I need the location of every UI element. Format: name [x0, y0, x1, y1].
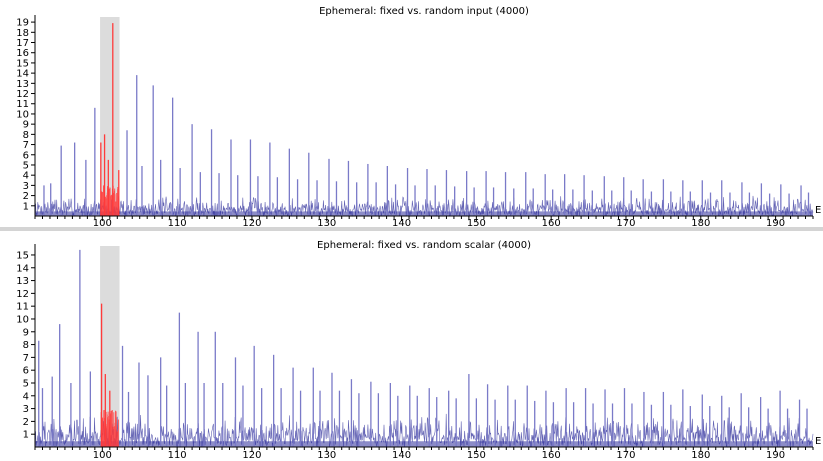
y-tick-label: 2	[23, 417, 29, 428]
x-tick-label: 170	[616, 218, 635, 227]
y-tick-label: 3	[23, 404, 29, 415]
y-tick-label: 1	[23, 430, 29, 441]
baseline-fill	[35, 211, 813, 216]
y-tick-label: 13	[16, 79, 29, 90]
x-tick-label: 140	[392, 450, 411, 461]
y-tick-label: 4	[23, 171, 29, 182]
y-tick-label: 18	[16, 28, 29, 39]
y-tick-label: 9	[23, 327, 29, 338]
x-tick-label: 110	[168, 450, 187, 461]
y-tick-label: 8	[23, 130, 29, 141]
y-tick-label: 4	[23, 391, 29, 402]
x-tick-label: 150	[467, 450, 486, 461]
panel-separator	[0, 227, 823, 231]
y-tick-label: 6	[23, 366, 29, 377]
y-tick-label: 12	[16, 289, 29, 300]
x-tick-label: 120	[242, 218, 261, 227]
x-tick-label: 180	[691, 218, 710, 227]
y-tick-label: 10	[16, 109, 29, 120]
x-tick-label: 160	[542, 218, 561, 227]
plot-area	[34, 17, 814, 217]
y-tick-label: 14	[16, 263, 29, 274]
baseline-fill	[35, 441, 813, 447]
x-tick-label: 190	[766, 450, 785, 461]
x-tick-label: 150	[467, 218, 486, 227]
y-tick-label: 11	[16, 99, 29, 110]
y-tick-label: 10	[16, 314, 29, 325]
y-tick-label: 5	[23, 160, 29, 171]
y-tick-label: 14	[16, 69, 29, 80]
chart-title: Ephemeral: fixed vs. random input (4000)	[319, 6, 529, 17]
plot-area	[34, 246, 814, 448]
x-tick-label: 100	[93, 450, 112, 461]
x-tick-label: 110	[168, 218, 187, 227]
y-tick-label: 12	[16, 89, 29, 100]
y-tick-label: 9	[23, 120, 29, 131]
y-tick-label: 6	[23, 150, 29, 161]
x-tick-label: 130	[317, 450, 336, 461]
y-tick-label: 5	[23, 378, 29, 389]
y-tick-label: 7	[23, 140, 29, 151]
end-marker: E	[815, 205, 821, 216]
x-tick-label: 190	[766, 218, 785, 227]
highlight-band	[100, 17, 120, 216]
chart-panel-input: 1 2 3 4 5 6 7 8 9 10 11 12 13 14 15 16 17 18 19 100 110 120 13…	[0, 0, 823, 227]
x-tick-label: 100	[93, 218, 112, 227]
y-tick-label: 17	[16, 38, 29, 49]
x-tick-label: 120	[242, 450, 261, 461]
y-tick-label: 15	[16, 58, 29, 69]
x-tick-label: 140	[392, 218, 411, 227]
y-tick-label: 7	[23, 353, 29, 364]
y-tick-label: 2	[23, 191, 29, 202]
x-tick-label: 160	[542, 450, 561, 461]
x-tick-label: 180	[691, 450, 710, 461]
end-marker: E	[815, 436, 821, 447]
y-tick-label: 15	[16, 250, 29, 261]
y-tick-label: 1	[23, 201, 29, 212]
y-tick-label: 8	[23, 340, 29, 351]
y-tick-label: 11	[16, 302, 29, 313]
y-tick-label: 13	[16, 276, 29, 287]
y-tick-label: 19	[16, 18, 29, 29]
x-tick-label: 170	[616, 450, 635, 461]
x-tick-label: 130	[317, 218, 336, 227]
chart-title: Ephemeral: fixed vs. random scalar (4000…	[317, 240, 531, 251]
chart-panel-scalar: 1 2 3 4 5 6 7 8 9 10 11 12 13 14 15 100 110 120 130 140 150 1…	[0, 231, 823, 461]
y-tick-label: 3	[23, 181, 29, 192]
y-tick-label: 16	[16, 48, 29, 59]
